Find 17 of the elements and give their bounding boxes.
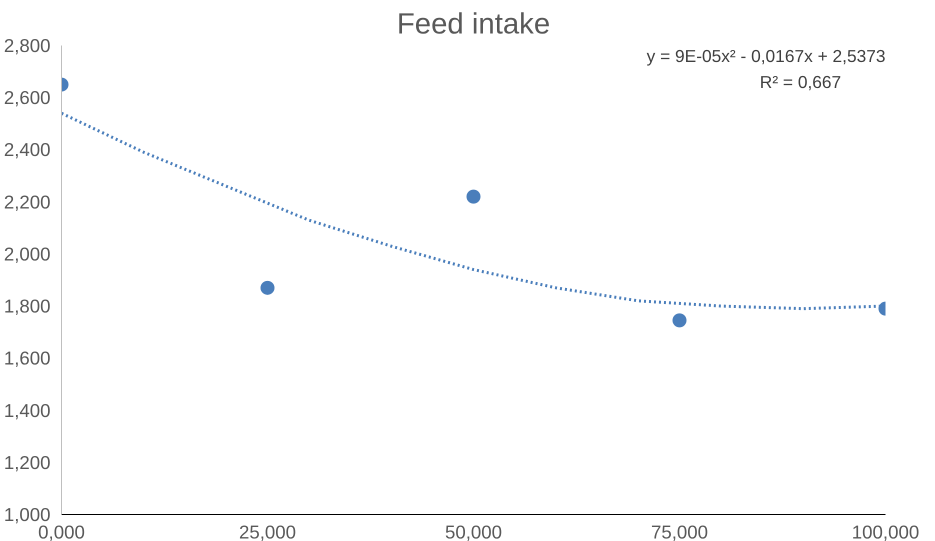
- y-tick-label: 2,800: [4, 35, 50, 56]
- annotation: y = 9E-05x² - 0,0167x + 2,5373: [646, 46, 886, 66]
- x-tick-label: 50,000: [444, 522, 502, 541]
- y-tick-label: 1,800: [4, 296, 50, 317]
- x-tick-label: 75,000: [650, 522, 708, 541]
- y-tick-label: 1,600: [4, 348, 50, 369]
- y-tick-label: 1,200: [4, 452, 50, 473]
- x-tick-label: 100,000: [852, 522, 920, 541]
- y-tick-label: 1,400: [4, 400, 50, 421]
- point: [466, 190, 480, 204]
- y-tick-label: 2,600: [4, 87, 50, 108]
- y-tick-label: 2,000: [4, 243, 50, 264]
- y-tick-label: 2,400: [4, 139, 50, 160]
- y-tick-label: 2,200: [4, 191, 50, 212]
- x-tick-label: 25,000: [238, 522, 296, 541]
- annotation: R² = 0,667: [760, 72, 842, 92]
- chart-title: Feed intake: [396, 8, 550, 40]
